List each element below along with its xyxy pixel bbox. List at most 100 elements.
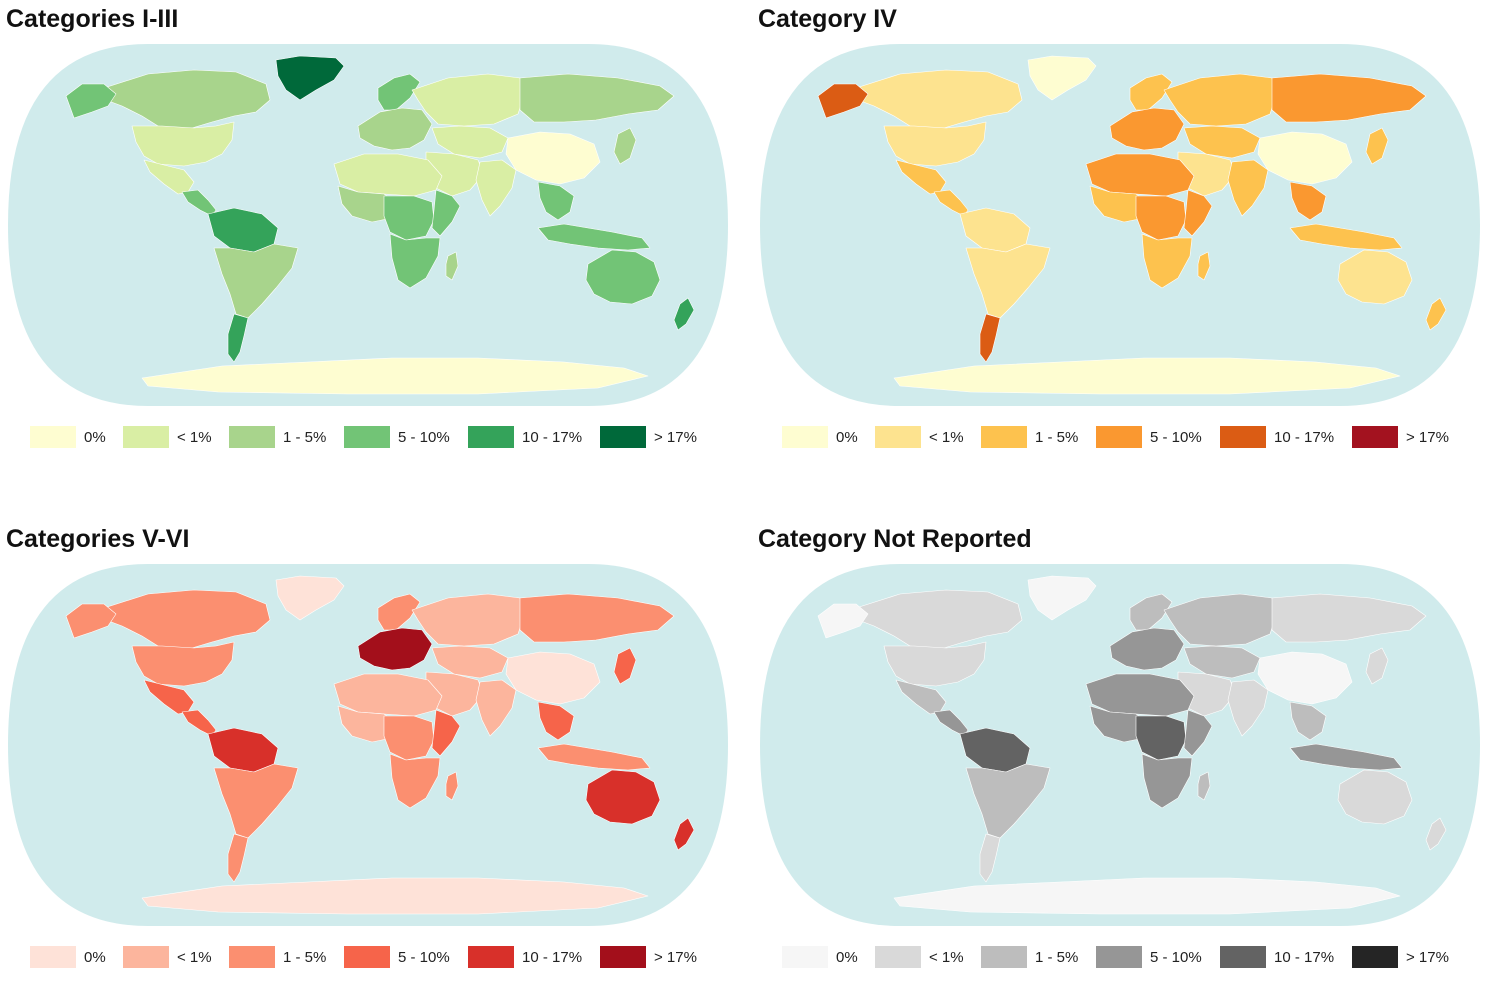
region-indonesia (537, 223, 651, 251)
legend-swatch (344, 426, 390, 448)
region-siberia-east (519, 73, 675, 123)
region-india (475, 159, 517, 217)
region-japan (613, 647, 637, 685)
region-greenland (275, 575, 345, 621)
map-panel-category-not-reported: Category Not Reported 0% < 1% 1 - 5% 5 -… (752, 520, 1488, 1008)
region-patagonia (979, 313, 1001, 363)
legend-swatch (981, 426, 1027, 448)
region-antarctica (893, 357, 1401, 395)
legend-label: < 1% (177, 949, 212, 966)
region-greenland (275, 55, 345, 101)
region-patagonia (979, 833, 1001, 883)
legend: 0% < 1% 1 - 5% 5 - 10% 10 - 17% > 17% (782, 946, 1482, 970)
region-patagonia (227, 833, 249, 883)
region-europe (1109, 107, 1185, 151)
legend-label: 10 - 17% (522, 429, 583, 446)
map-panel-categories-i-iii: Categories I-III 0% < 1% 1 - 5% 5 - 10% … (0, 0, 744, 488)
legend-label: 5 - 10% (398, 949, 450, 966)
region-canada (103, 69, 271, 129)
legend-swatch (1220, 426, 1266, 448)
legend-label: > 17% (654, 949, 697, 966)
region-alaska (65, 603, 117, 639)
legend-label: 5 - 10% (1150, 949, 1202, 966)
legend-label: 10 - 17% (1274, 429, 1335, 446)
map-panel-category-iv: Category IV 0% < 1% 1 - 5% 5 - 10% 10 - … (752, 0, 1488, 488)
region-russia (1163, 593, 1277, 647)
legend-swatch (1220, 946, 1266, 968)
region-europe (1109, 627, 1185, 671)
legend-swatch (1352, 426, 1398, 448)
region-central-asia (431, 125, 509, 159)
region-central-africa (383, 715, 435, 761)
region-scandinavia (377, 593, 421, 631)
legend-swatch (600, 946, 646, 968)
legend-swatch (875, 426, 921, 448)
region-new-zealand (1425, 297, 1447, 331)
region-russia (1163, 73, 1277, 127)
legend-swatch (875, 946, 921, 968)
region-usa (883, 121, 987, 167)
region-alaska (65, 83, 117, 119)
region-southern-africa (1141, 233, 1193, 289)
region-central-africa (1135, 195, 1187, 241)
region-southern-africa (1141, 753, 1193, 809)
region-south-america (213, 243, 299, 319)
legend-swatch (229, 426, 275, 448)
legend-swatch (782, 426, 828, 448)
region-central-asia (1183, 125, 1261, 159)
legend-swatch (123, 426, 169, 448)
region-greenland (1027, 575, 1097, 621)
legend-swatch (344, 946, 390, 968)
legend-swatch (123, 946, 169, 968)
legend-label: 1 - 5% (1035, 949, 1079, 966)
legend-swatch (229, 946, 275, 968)
region-southeast-asia (1289, 181, 1327, 221)
legend-swatch (468, 426, 514, 448)
legend-swatch (600, 426, 646, 448)
world-map (760, 44, 1480, 406)
region-southern-africa (389, 753, 441, 809)
region-south-america (213, 763, 299, 839)
legend-label: < 1% (177, 429, 212, 446)
legend: 0% < 1% 1 - 5% 5 - 10% 10 - 17% > 17% (30, 426, 730, 450)
region-europe (357, 627, 433, 671)
region-indonesia (1289, 743, 1403, 771)
region-india (1227, 679, 1269, 737)
legend-swatch (782, 946, 828, 968)
region-china (505, 131, 601, 185)
region-madagascar (1197, 251, 1211, 281)
legend-label: 0% (84, 949, 106, 966)
legend-swatch (1352, 946, 1398, 968)
region-japan (613, 127, 637, 165)
region-canada (855, 69, 1023, 129)
legend-label: 1 - 5% (1035, 429, 1079, 446)
region-antarctica (141, 357, 649, 395)
region-east-africa (1183, 709, 1213, 757)
region-alaska (817, 83, 869, 119)
region-china (1257, 131, 1353, 185)
panel-title: Categories V-VI (6, 525, 190, 553)
region-china (1257, 651, 1353, 705)
region-india (1227, 159, 1269, 217)
legend-label: 0% (84, 429, 106, 446)
region-madagascar (445, 771, 459, 801)
region-indonesia (537, 743, 651, 771)
panel-title: Categories I-III (6, 5, 179, 33)
region-madagascar (1197, 771, 1211, 801)
world-map (8, 44, 728, 406)
world-map (760, 564, 1480, 926)
region-central-asia (431, 645, 509, 679)
panel-title: Category IV (758, 5, 897, 33)
region-australia (1337, 249, 1413, 305)
region-patagonia (227, 313, 249, 363)
region-southeast-asia (537, 181, 575, 221)
region-usa (131, 641, 235, 687)
region-australia (585, 249, 661, 305)
region-siberia-east (1271, 593, 1427, 643)
region-australia (585, 769, 661, 825)
region-australia (1337, 769, 1413, 825)
region-canada (103, 589, 271, 649)
region-east-africa (1183, 189, 1213, 237)
region-new-zealand (673, 297, 695, 331)
region-scandinavia (377, 73, 421, 111)
